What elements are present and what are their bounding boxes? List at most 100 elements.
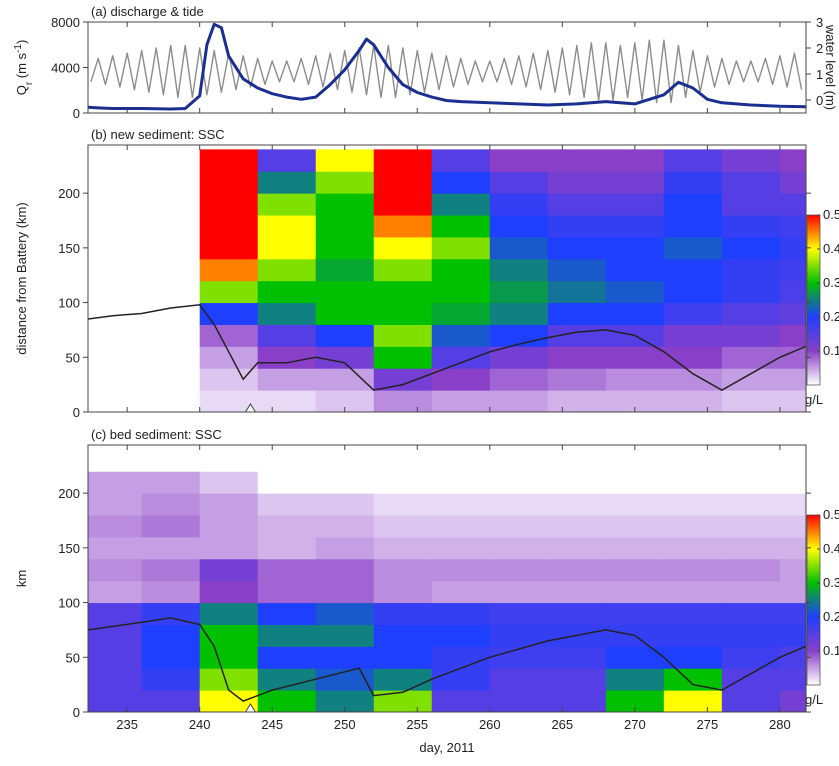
heat-cell [721, 690, 781, 712]
heat-cell [779, 324, 806, 347]
heat-cell [489, 171, 549, 194]
heat-cell [199, 602, 259, 625]
heat-cell [547, 471, 607, 494]
heat-cell [779, 258, 806, 282]
heat-cell [88, 215, 143, 238]
heat-cell [199, 515, 259, 538]
heat-cell [779, 280, 806, 304]
y-tick-label: 150 [58, 241, 80, 256]
heat-cell [88, 324, 143, 347]
y-axis-label-part: -1 [13, 44, 24, 53]
heat-cell [547, 580, 607, 604]
heat-cell [373, 493, 433, 516]
heat-cell [199, 690, 259, 712]
heat-cell [88, 193, 143, 216]
heat-cell [663, 280, 723, 304]
heat-cell [315, 258, 375, 282]
heat-cell [721, 536, 781, 560]
heat-cell [489, 536, 549, 560]
heat-cell [257, 646, 317, 669]
heat-cell [663, 193, 723, 216]
heat-cell [199, 280, 259, 304]
heat-cell [489, 368, 549, 391]
heat-cell [431, 280, 491, 304]
y-tick-label: 8000 [51, 15, 80, 30]
heat-cell [779, 624, 806, 647]
x-tick-label: 270 [624, 717, 646, 732]
heat-cell [779, 493, 806, 516]
heat-cell [605, 280, 665, 304]
heat-cell [489, 346, 549, 369]
heat-cell [605, 536, 665, 560]
heat-cell [199, 215, 259, 238]
heat-cell [779, 668, 806, 691]
heat-cell [721, 668, 781, 691]
colorbar-tick-label: 0.4 [823, 241, 839, 256]
y-tick-label: 0 [73, 705, 80, 720]
heat-cell [779, 368, 806, 391]
heat-cell [315, 149, 375, 172]
heat-cell [605, 690, 665, 712]
colorbar-tick-label: 0.5 [823, 507, 839, 522]
heat-cell [663, 215, 723, 238]
heat-cell [721, 215, 781, 238]
heat-cell [489, 215, 549, 238]
x-tick-label: 275 [697, 717, 719, 732]
heat-cell [141, 302, 201, 325]
heat-cell [663, 493, 723, 516]
heat-cell [141, 690, 201, 712]
heat-cell [257, 536, 317, 560]
heat-cell [257, 580, 317, 604]
heat-cell [547, 515, 607, 538]
heat-cell [605, 602, 665, 625]
heat-cell [489, 390, 549, 412]
y-axis-label-part: Q [14, 85, 29, 95]
heat-cell [663, 149, 723, 172]
y-tick-label: 50 [66, 650, 80, 665]
heat-cell [779, 515, 806, 538]
heat-cell [489, 236, 549, 260]
heat-cell [605, 215, 665, 238]
heat-cell [431, 193, 491, 216]
heat-cell [257, 193, 317, 216]
heat-cell [373, 149, 433, 172]
heat-cell [199, 624, 259, 647]
heat-cell [257, 624, 317, 647]
heat-cell [431, 580, 491, 604]
heat-cell [373, 449, 433, 472]
heat-cell [547, 390, 607, 412]
heat-cell [315, 368, 375, 391]
heat-cell [721, 646, 781, 669]
heat-cell [199, 258, 259, 282]
x-tick-label: 240 [189, 717, 211, 732]
heat-cell [779, 215, 806, 238]
heat-cell [199, 646, 259, 669]
heat-cell [779, 690, 806, 712]
heat-cell [141, 171, 201, 194]
heat-cell [721, 624, 781, 647]
heat-cell [663, 390, 723, 412]
heat-cell [88, 171, 143, 194]
heat-cell [373, 390, 433, 412]
heat-cell [373, 171, 433, 194]
heat-cell [489, 668, 549, 691]
heat-cell [547, 346, 607, 369]
heat-cell [141, 471, 201, 494]
heat-cell [141, 324, 201, 347]
heat-cell [779, 580, 806, 604]
heat-cell [315, 302, 375, 325]
heat-cell [141, 536, 201, 560]
x-tick-label: 280 [769, 717, 791, 732]
heat-cell [547, 368, 607, 391]
heat-cell [141, 449, 201, 472]
heat-cell [779, 390, 806, 412]
panel-title: (a) discharge & tide [91, 4, 204, 19]
x-tick-label: 250 [334, 717, 356, 732]
heat-cell [199, 493, 259, 516]
heat-cell [199, 449, 259, 472]
heat-cell [257, 493, 317, 516]
heat-cell [721, 515, 781, 538]
heat-cell [373, 668, 433, 691]
heat-cell [199, 536, 259, 560]
